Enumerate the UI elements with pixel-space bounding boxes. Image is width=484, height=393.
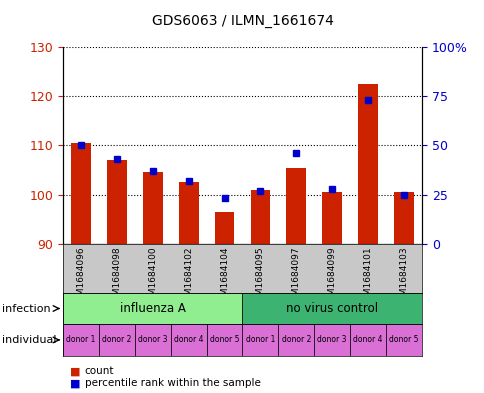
Bar	[71, 143, 91, 244]
Text: donor 1: donor 1	[245, 336, 274, 344]
Text: GSM1684101: GSM1684101	[363, 246, 372, 307]
Bar	[250, 189, 270, 244]
Bar	[206, 324, 242, 356]
Text: GDS6063 / ILMN_1661674: GDS6063 / ILMN_1661674	[151, 14, 333, 28]
Text: donor 3: donor 3	[317, 336, 346, 344]
Text: GSM1684104: GSM1684104	[220, 246, 228, 307]
Text: ■: ■	[70, 366, 81, 376]
Bar	[286, 167, 305, 244]
Text: GSM1684096: GSM1684096	[76, 246, 85, 307]
Text: GSM1684100: GSM1684100	[148, 246, 157, 307]
Bar	[135, 324, 170, 356]
Bar	[214, 212, 234, 244]
Bar	[393, 192, 413, 244]
Text: influenza A: influenza A	[120, 302, 185, 315]
Text: donor 3: donor 3	[138, 336, 167, 344]
Bar	[278, 324, 314, 356]
Bar	[242, 324, 278, 356]
Text: donor 5: donor 5	[210, 336, 239, 344]
Text: GSM1684099: GSM1684099	[327, 246, 336, 307]
Bar	[63, 293, 242, 324]
Bar	[143, 173, 162, 244]
Text: ■: ■	[70, 378, 81, 388]
Bar	[179, 182, 198, 244]
Bar	[349, 324, 385, 356]
Text: percentile rank within the sample: percentile rank within the sample	[85, 378, 260, 388]
Bar	[242, 293, 421, 324]
Bar	[314, 324, 349, 356]
Text: individual: individual	[2, 335, 57, 345]
Text: count: count	[85, 366, 114, 376]
Text: donor 4: donor 4	[174, 336, 203, 344]
Text: GSM1684095: GSM1684095	[256, 246, 264, 307]
Text: infection: infection	[2, 303, 51, 314]
Text: donor 1: donor 1	[66, 336, 95, 344]
Text: GSM1684098: GSM1684098	[112, 246, 121, 307]
Text: no virus control: no virus control	[286, 302, 378, 315]
Bar	[107, 160, 126, 244]
Text: GSM1684102: GSM1684102	[184, 246, 193, 307]
Bar	[385, 324, 421, 356]
Bar	[322, 192, 341, 244]
Bar	[358, 84, 377, 244]
Text: donor 5: donor 5	[389, 336, 418, 344]
Text: GSM1684103: GSM1684103	[399, 246, 408, 307]
Text: donor 2: donor 2	[102, 336, 131, 344]
Text: GSM1684097: GSM1684097	[291, 246, 300, 307]
Text: donor 4: donor 4	[353, 336, 382, 344]
Bar	[170, 324, 206, 356]
Bar	[99, 324, 135, 356]
Text: donor 2: donor 2	[281, 336, 310, 344]
Bar	[63, 324, 99, 356]
